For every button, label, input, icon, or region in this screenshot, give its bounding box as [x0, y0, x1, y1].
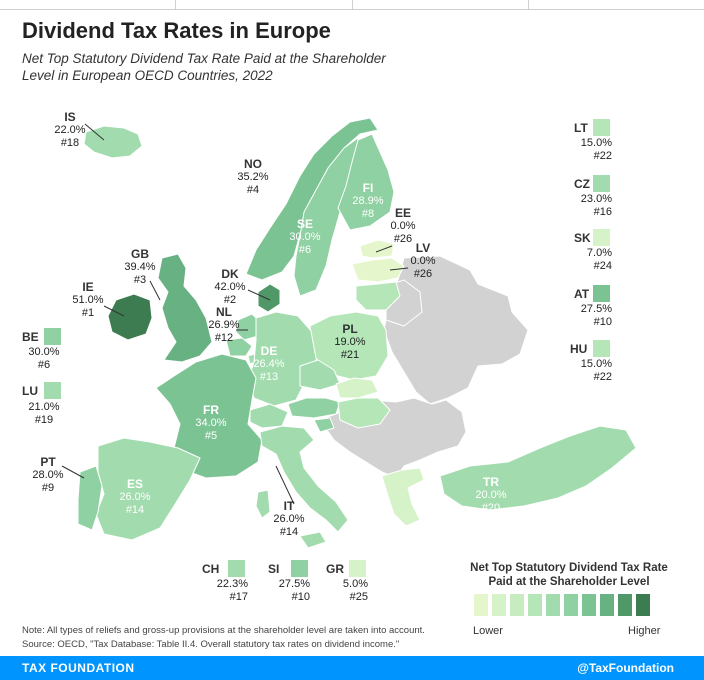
- swatch-lt: [593, 119, 610, 136]
- label-cz: CZ: [574, 177, 590, 191]
- label-cz-values: 23.0% #16: [580, 193, 612, 218]
- label-fi: FI 28.9% #8: [352, 181, 384, 221]
- country-gb: [157, 253, 213, 363]
- country-hu: [337, 397, 391, 429]
- legend-high-label: Higher: [628, 625, 661, 637]
- label-be: BE: [22, 330, 39, 344]
- country-is: [83, 125, 143, 159]
- label-ch: CH: [202, 562, 220, 576]
- label-ee: EE 0.0% #26: [390, 206, 416, 246]
- label-be-values: 30.0% #6: [28, 346, 60, 371]
- swatch-cz: [593, 175, 610, 192]
- label-lu: LU: [22, 384, 38, 398]
- label-hu: HU: [570, 342, 588, 356]
- swatch-at: [593, 285, 610, 302]
- footer-brand: TAX FOUNDATION: [22, 661, 135, 675]
- label-at: AT: [574, 287, 590, 301]
- label-lu-values: 21.0% #19: [28, 401, 60, 426]
- label-gr-values: 5.0% #25: [342, 578, 368, 603]
- country-si: [313, 417, 335, 433]
- label-sk: SK: [574, 231, 591, 245]
- legend-swatch: [474, 594, 488, 616]
- label-hu-values: 15.0% #22: [580, 358, 612, 383]
- label-pl: PL 19.0% #21: [334, 322, 366, 362]
- footer-bar: TAX FOUNDATION @TaxFoundation: [0, 656, 704, 680]
- legend-swatch: [582, 594, 596, 616]
- country-fr: [155, 353, 263, 479]
- legend-swatch: [618, 594, 632, 616]
- label-lv: LV 0.0% #26: [410, 241, 436, 281]
- swatch-ch: [228, 560, 245, 577]
- country-lv: [351, 257, 405, 283]
- country-sk: [335, 377, 379, 399]
- label-at-values: 27.5% #10: [580, 303, 612, 328]
- country-ee: [359, 239, 395, 259]
- legend-title: Net Top Statutory Dividend Tax Rate Paid…: [470, 562, 668, 588]
- country-fi: [337, 133, 395, 231]
- label-se: SE 30.0% #6: [289, 217, 321, 257]
- country-dk: [257, 283, 281, 313]
- label-nl: NL 26.9% #12: [208, 305, 240, 345]
- label-de: DE 26.4% #13: [253, 344, 285, 384]
- label-gb: GB 39.4% #3: [124, 247, 156, 287]
- label-fr: FR 34.0% #5: [195, 403, 227, 443]
- swatch-si: [291, 560, 308, 577]
- source-text: Source: OECD, "Tax Database: Table II.4.…: [22, 639, 400, 650]
- footer-handle[interactable]: @TaxFoundation: [577, 661, 674, 675]
- swatch-hu: [593, 340, 610, 357]
- island-sicily: [299, 531, 327, 549]
- country-at: [287, 397, 341, 419]
- label-dk: DK 42.0% #2: [214, 267, 246, 307]
- legend-swatch: [636, 594, 650, 616]
- country-tr: [439, 425, 637, 511]
- island-sardinia: [255, 489, 271, 519]
- legend-swatch: [492, 594, 506, 616]
- country-es: [95, 437, 201, 541]
- label-no: NO 35.2% #4: [237, 157, 269, 197]
- country-be: [225, 337, 253, 357]
- label-ch-values: 22.3% #17: [216, 578, 248, 603]
- legend-swatch: [546, 594, 560, 616]
- label-sk-values: 7.0% #24: [586, 247, 612, 272]
- legend-low-label: Lower: [473, 625, 503, 637]
- label-pt: PT 28.0% #9: [32, 455, 64, 495]
- label-gr: GR: [326, 562, 344, 576]
- label-it: IT 26.0% #14: [273, 499, 305, 539]
- label-lt: LT: [574, 121, 588, 135]
- legend-swatch: [600, 594, 614, 616]
- country-gr: [381, 467, 425, 527]
- country-ch: [249, 403, 289, 429]
- label-es: ES 26.0% #14: [119, 477, 151, 517]
- country-pt: [77, 465, 103, 531]
- note-text: Note: All types of reliefs and gross-up …: [22, 625, 425, 636]
- label-tr: TR 20.0% #20: [475, 475, 507, 515]
- notes: Note: All types of reliefs and gross-up …: [22, 624, 425, 652]
- swatch-lu: [44, 382, 61, 399]
- legend-swatch: [564, 594, 578, 616]
- legend-swatch: [528, 594, 542, 616]
- country-ie: [107, 293, 153, 341]
- label-si: SI: [268, 562, 280, 576]
- page-subtitle: Net Top Statutory Dividend Tax Rate Paid…: [22, 51, 386, 83]
- label-is: IS 22.0% #18: [54, 110, 86, 150]
- legend-swatch: [510, 594, 524, 616]
- label-si-values: 27.5% #10: [278, 578, 310, 603]
- country-lt: [355, 281, 401, 311]
- swatch-sk: [593, 229, 610, 246]
- swatch-be: [44, 328, 61, 345]
- label-ie: IE 51.0% #1: [72, 280, 104, 320]
- legend-scale: [474, 594, 650, 616]
- swatch-gr: [349, 560, 366, 577]
- page-title: Dividend Tax Rates in Europe: [22, 18, 331, 43]
- label-lt-values: 15.0% #22: [580, 137, 612, 162]
- top-divider: [0, 0, 704, 10]
- country-it: [259, 425, 349, 533]
